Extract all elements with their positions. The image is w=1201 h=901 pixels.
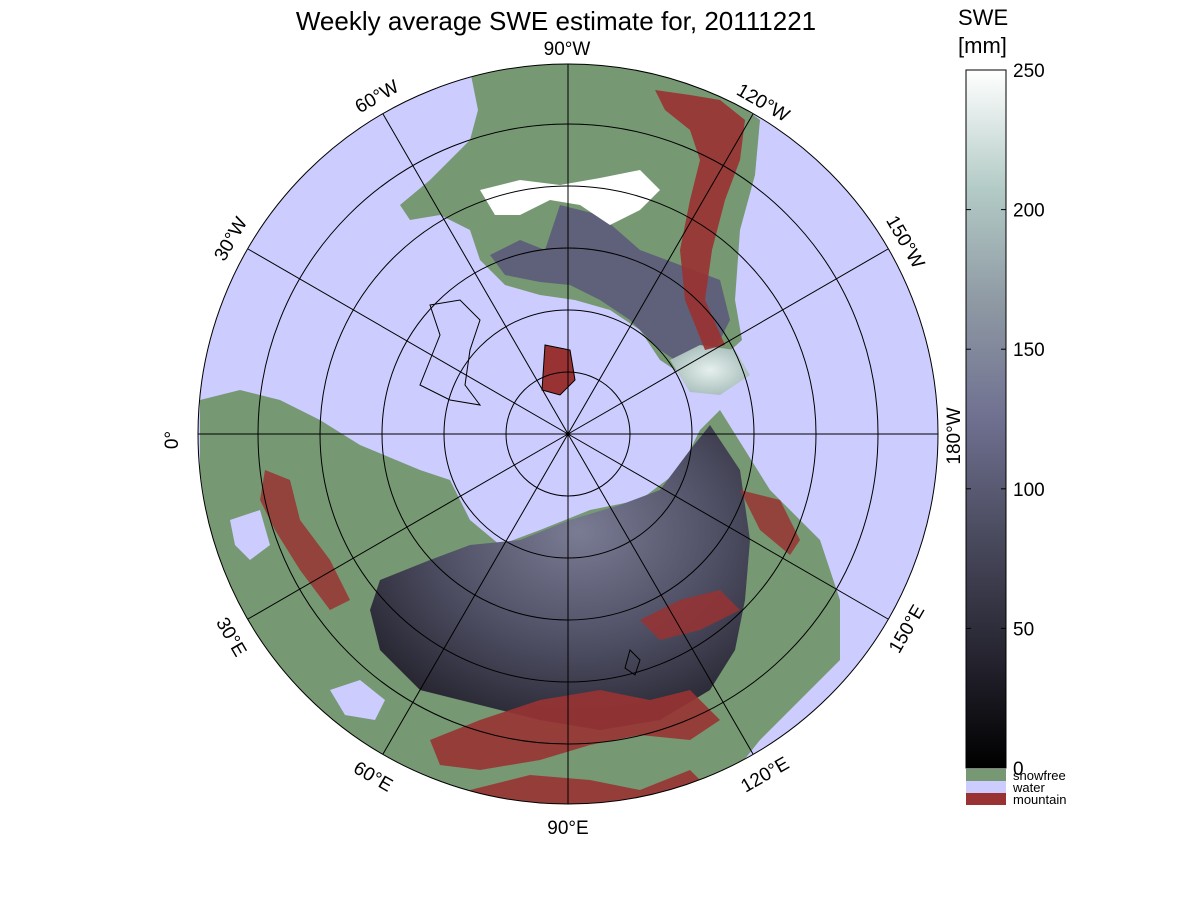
legend-swatch-snowfree xyxy=(966,769,1006,781)
colorbar-tick-label: 200 xyxy=(1013,201,1045,222)
canada-fresh-snow xyxy=(480,170,660,225)
legend-swatch-water xyxy=(966,781,1006,793)
colorbar-label-swe: SWE xyxy=(958,5,1008,30)
eurasia-snow xyxy=(370,425,750,730)
lon-label-30e: 30°E xyxy=(211,614,250,660)
legend-swatch-mountain xyxy=(966,793,1006,805)
colorbar-tick-label: 0 xyxy=(1013,759,1024,780)
far-east-mountains xyxy=(740,490,800,555)
colorbar-gradient xyxy=(965,69,1007,769)
legend-label-mountain: mountain xyxy=(1013,792,1066,807)
colorbar-tick-label: 50 xyxy=(1013,619,1034,640)
north-america-snow xyxy=(490,205,730,370)
rocky-mountains xyxy=(655,90,745,350)
map-boundary xyxy=(197,63,939,805)
lon-label-90w: 90°W xyxy=(544,39,591,60)
lon-label-90e: 90°E xyxy=(547,818,588,839)
figure-title: Weekly average SWE estimate for, 2011122… xyxy=(296,6,816,36)
central-asia-mountains xyxy=(430,690,720,770)
colorbar-tick-label: 100 xyxy=(1013,480,1045,501)
legend-label-water: water xyxy=(1012,780,1045,795)
legend-label-snowfree: snowfree xyxy=(1013,768,1066,783)
lon-label-120e: 120°E xyxy=(737,753,793,797)
alaska-deep-snow xyxy=(670,345,750,395)
black-caspian-water xyxy=(330,680,385,720)
greenland xyxy=(419,299,482,406)
colorbar-tick-label: 250 xyxy=(1013,61,1045,82)
lake-baikal xyxy=(624,649,641,676)
colorbar-ticks: 0 50 100 150 200 250 xyxy=(966,61,1045,780)
siberian-mountains xyxy=(640,590,740,640)
colorbar-tick-label: 150 xyxy=(1013,340,1045,361)
lon-label-60e: 60°E xyxy=(350,758,396,797)
scandinavian-mountains xyxy=(260,470,350,610)
polar-map xyxy=(198,64,938,804)
meridian-lines xyxy=(198,64,938,804)
lon-label-0: 0° xyxy=(162,431,183,449)
colorbar-label-unit: [mm] xyxy=(958,33,1007,58)
lon-label-180w: 180°W xyxy=(944,407,965,464)
baltic-water xyxy=(230,510,270,560)
